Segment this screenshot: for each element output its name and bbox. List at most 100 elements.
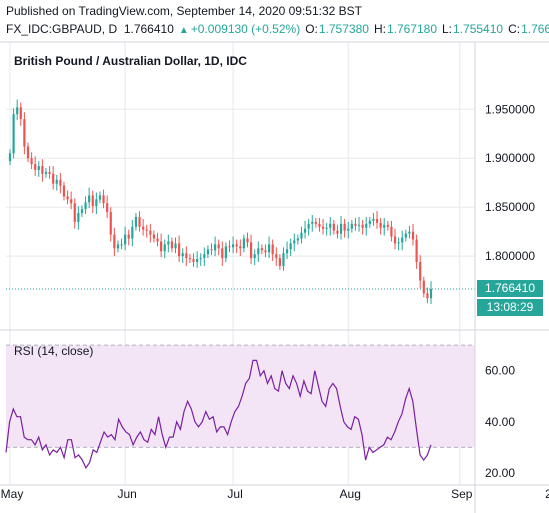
- candle-body: [278, 258, 281, 266]
- candle-body: [41, 166, 44, 174]
- close-value: 1.766410: [521, 22, 549, 36]
- candle-body: [235, 244, 238, 247]
- candle-body: [383, 224, 386, 228]
- candle-body: [253, 254, 256, 259]
- low-label: L:: [442, 22, 453, 36]
- high-value: 1.767180: [386, 22, 437, 36]
- candle-body: [375, 218, 379, 223]
- time-tick-label: Jun: [117, 487, 136, 501]
- open-value: 1.757380: [318, 22, 369, 36]
- time-tick-label: May: [1, 487, 24, 501]
- candle-body: [347, 228, 350, 231]
- candle-body: [62, 185, 66, 197]
- last-price-value: 1.766410: [123, 22, 174, 36]
- candle-body: [339, 223, 343, 234]
- rsi-tick-label: 20.00: [485, 466, 515, 480]
- rsi-tick-label: 40.00: [485, 415, 515, 429]
- open-label: O:: [305, 22, 318, 36]
- price-change-value: +0.009130 (+0.52%): [190, 22, 301, 36]
- candle-body: [264, 250, 267, 253]
- candle-body: [131, 226, 134, 239]
- candle-body: [217, 244, 220, 249]
- price-axis-ticks: 1.950000 1.900000 1.850000 1.800000: [485, 102, 535, 263]
- candle-body: [343, 223, 346, 231]
- candle-body: [249, 242, 253, 259]
- candle-body: [365, 223, 368, 228]
- candle-body: [361, 224, 364, 228]
- candle-body: [185, 253, 188, 259]
- candle-body: [59, 179, 62, 186]
- candle-body: [321, 226, 325, 229]
- candle-body: [429, 289, 433, 299]
- symbol-label: FX_IDC:GBPAUD, D: [6, 22, 118, 36]
- candle-body: [8, 153, 12, 162]
- candle-body: [199, 258, 202, 260]
- candle-body: [419, 262, 422, 281]
- candle-body: [120, 244, 123, 246]
- candle-body: [404, 233, 407, 238]
- candle-body: [303, 228, 307, 233]
- candle-body: [307, 223, 310, 229]
- candle-body: [19, 107, 22, 120]
- time-tick-label: Jul: [227, 487, 242, 501]
- candle-body: [127, 234, 130, 239]
- candle-body: [192, 259, 195, 263]
- price-tick-label: 1.950000: [485, 102, 535, 116]
- high-label: H:: [373, 22, 386, 36]
- candle-body: [386, 224, 389, 227]
- candle-body: [228, 246, 231, 248]
- rsi-title: RSI (14, close): [14, 344, 94, 358]
- candle-body: [221, 248, 224, 259]
- candle-body: [70, 199, 73, 204]
- candle-body: [106, 203, 109, 213]
- candle-body: [84, 202, 87, 210]
- candle-body: [44, 171, 48, 174]
- candle-body: [196, 259, 199, 263]
- close-label: C:: [508, 22, 521, 36]
- candle-body: [142, 226, 145, 230]
- published-note: Published on TradingView.com, September …: [6, 4, 363, 18]
- candle-body: [203, 254, 206, 259]
- candle-body: [318, 223, 321, 227]
- candle-body: [188, 258, 192, 260]
- candlestick-series: [8, 99, 433, 305]
- candle-body: [178, 243, 181, 257]
- candle-body: [23, 119, 26, 147]
- candle-body: [271, 244, 274, 255]
- candle-body: [293, 240, 296, 244]
- candle-body: [181, 253, 184, 257]
- candle-body: [95, 199, 98, 207]
- candle-body: [80, 209, 84, 214]
- time-axis-ticks: May Jun Jul Aug Sep 28: [1, 487, 549, 501]
- candle-body: [52, 173, 55, 184]
- candle-body: [16, 107, 19, 115]
- candle-body: [160, 241, 163, 252]
- candle-body: [12, 114, 15, 154]
- candle-body: [163, 244, 166, 252]
- time-tick-label: Sep: [451, 487, 473, 501]
- candle-body: [311, 221, 314, 224]
- candle-body: [422, 280, 425, 294]
- candle-body: [408, 231, 411, 234]
- candle-body: [73, 203, 76, 222]
- candle-body: [415, 239, 418, 263]
- candle-body: [242, 238, 245, 249]
- low-value: 1.755410: [453, 22, 504, 36]
- candle-body: [282, 253, 285, 266]
- candle-body: [109, 212, 112, 235]
- candle-body: [167, 241, 170, 245]
- candle-body: [426, 293, 429, 299]
- candle-body: [231, 244, 235, 248]
- candle-body: [239, 246, 242, 249]
- candle-body: [260, 248, 263, 251]
- last-price-tag: 1.766410: [477, 280, 543, 298]
- price-tick-label: 1.800000: [485, 249, 535, 263]
- candle-body: [138, 216, 141, 227]
- candle-body: [26, 146, 30, 159]
- candle-body: [289, 243, 292, 250]
- candle-body: [368, 220, 371, 224]
- candle-body: [332, 223, 335, 231]
- bar-countdown-tag: 13:08:29: [477, 299, 543, 317]
- rsi-tick-label: 60.00: [485, 364, 515, 378]
